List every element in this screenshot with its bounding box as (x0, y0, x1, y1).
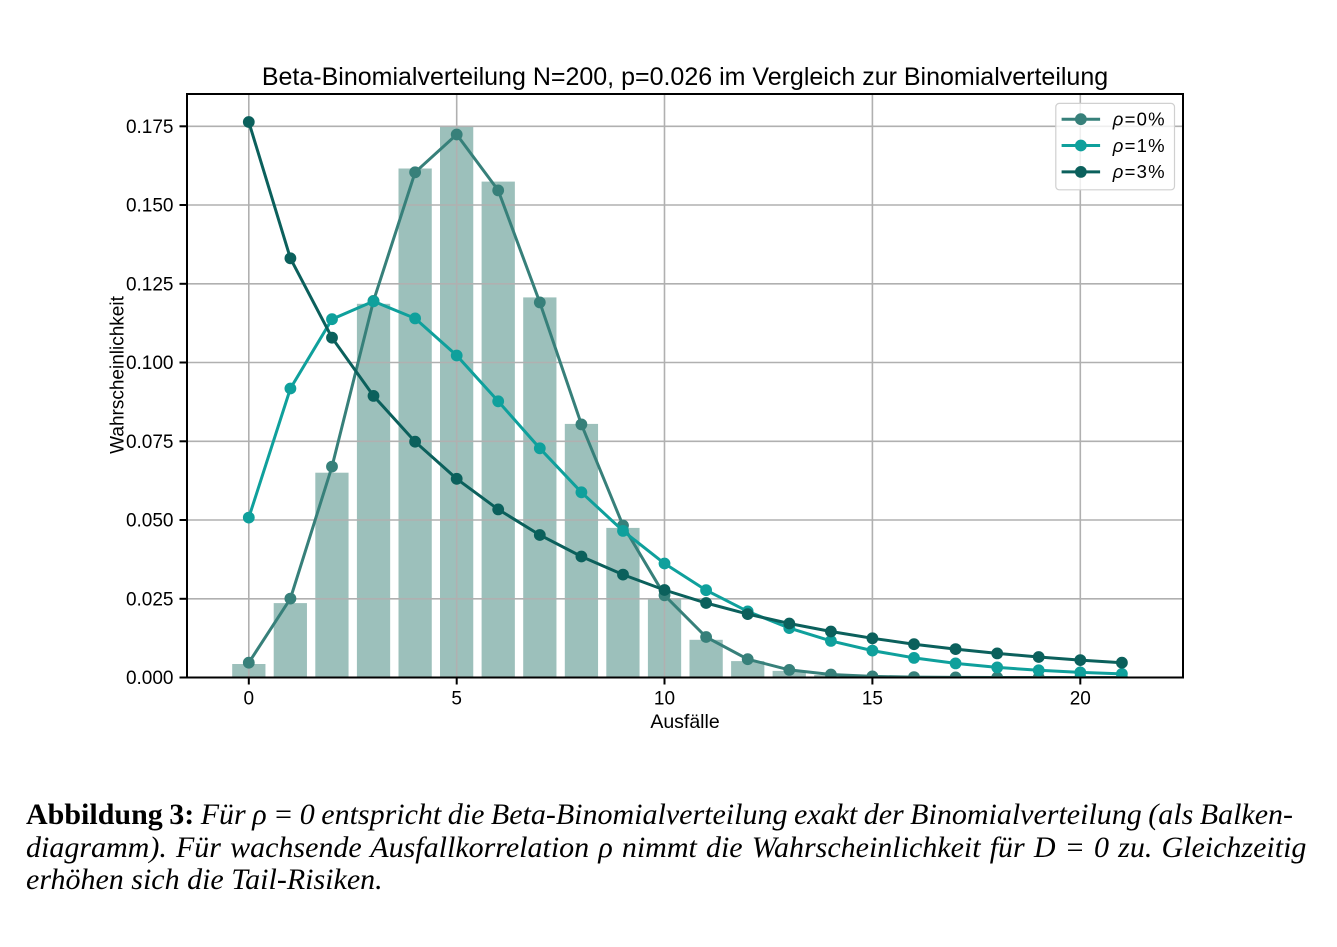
svg-text:10: 10 (654, 689, 675, 710)
svg-text:ρ=0%: ρ=0% (1112, 109, 1166, 130)
svg-text:Wahrscheinlichkeit: Wahrscheinlichkeit (108, 295, 129, 453)
svg-text:0.100: 0.100 (126, 353, 174, 374)
svg-text:0: 0 (244, 689, 255, 710)
svg-text:15: 15 (862, 689, 883, 710)
svg-text:20: 20 (1070, 689, 1091, 710)
svg-text:ρ=1%: ρ=1% (1112, 135, 1166, 156)
svg-text:Ausfälle: Ausfälle (650, 711, 719, 733)
svg-text:0.125: 0.125 (126, 275, 174, 296)
svg-text:Beta-Binomialverteilung N=200,: Beta-Binomialverteilung N=200, p=0.026 i… (262, 63, 1108, 91)
svg-text:0.175: 0.175 (126, 117, 174, 138)
svg-text:0.000: 0.000 (126, 668, 174, 689)
svg-text:0.075: 0.075 (126, 432, 174, 453)
svg-text:5: 5 (451, 689, 462, 710)
svg-text:0.050: 0.050 (126, 511, 174, 532)
svg-text:ρ=3%: ρ=3% (1112, 161, 1166, 182)
svg-text:0.025: 0.025 (126, 590, 174, 611)
svg-text:0.150: 0.150 (126, 196, 174, 217)
